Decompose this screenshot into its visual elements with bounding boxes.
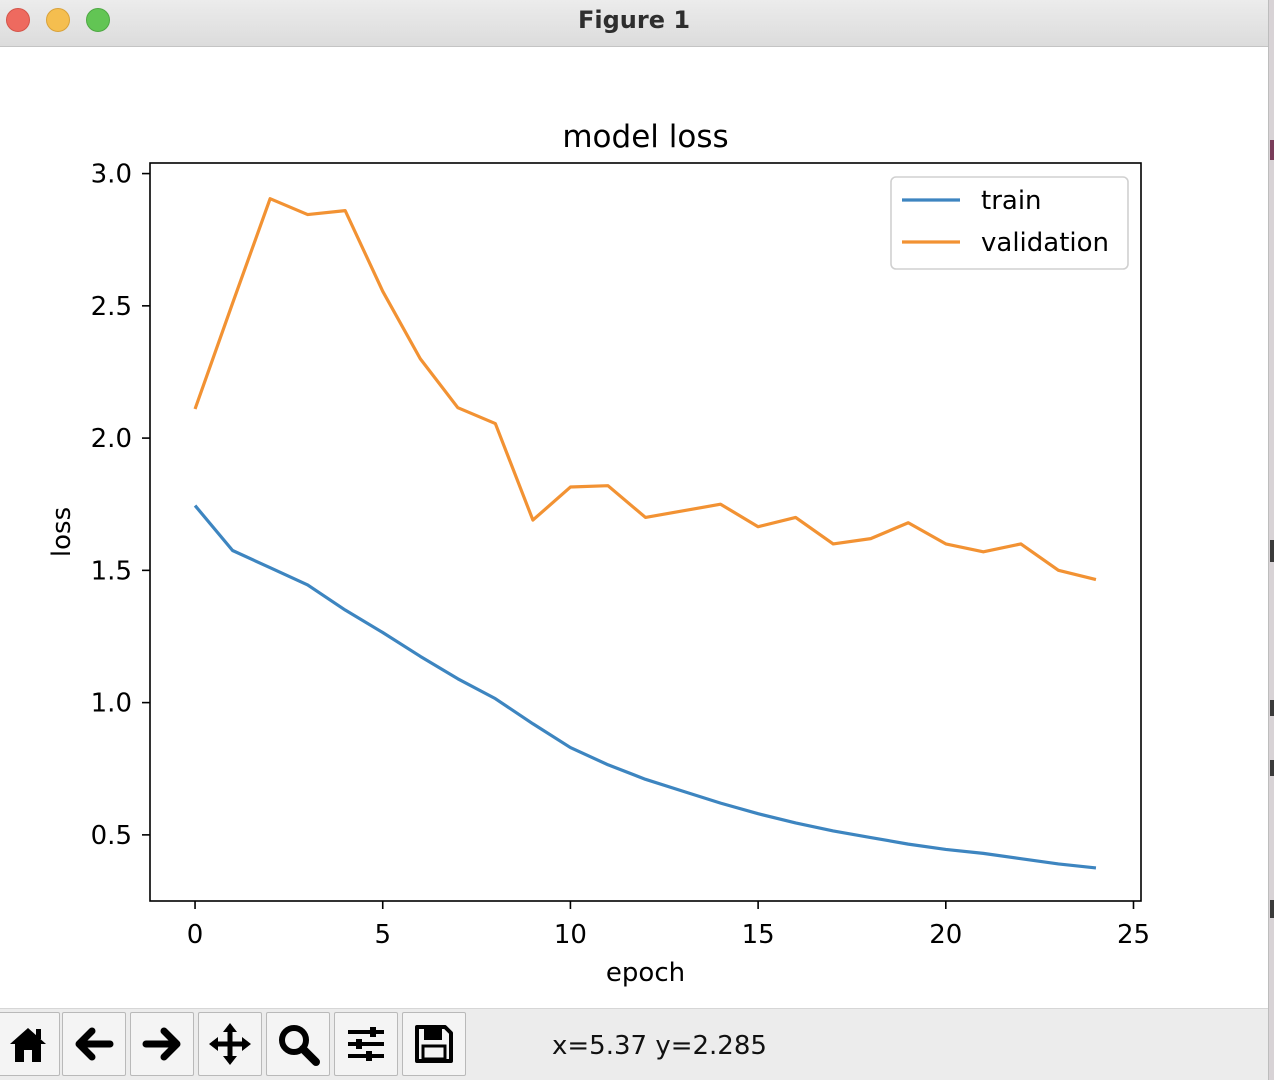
y-tick-label: 1.5 bbox=[91, 556, 132, 586]
background-window-edge bbox=[1270, 0, 1274, 1080]
window-title: Figure 1 bbox=[577, 6, 691, 34]
x-tick-label: 0 bbox=[187, 920, 204, 950]
zoom-button[interactable] bbox=[266, 1012, 330, 1076]
y-tick-label: 2.5 bbox=[91, 292, 132, 322]
axes-frame bbox=[149, 162, 1142, 902]
save-button[interactable] bbox=[402, 1012, 466, 1076]
figure-canvas[interactable]: model loss 0 5 10 15 20 25 0.5 1.0 1.5 2.0 2.5 3.0 ep… bbox=[0, 47, 1268, 1008]
back-arrow-icon bbox=[75, 1027, 114, 1061]
y-tick-label: 3.0 bbox=[91, 160, 132, 190]
configure-subplots-icon bbox=[348, 1027, 384, 1061]
line-chart: model loss 0 5 10 15 20 25 0.5 1.0 1.5 2.0 2.5 3.0 ep… bbox=[47, 119, 1150, 988]
minimize-window-button[interactable] bbox=[46, 8, 70, 32]
x-tick-label: 10 bbox=[554, 920, 587, 950]
x-tick-label: 25 bbox=[1117, 920, 1150, 950]
home-icon bbox=[10, 1028, 46, 1062]
navigation-toolbar: x=5.37 y=2.285 bbox=[0, 1008, 1268, 1080]
x-tick-label: 20 bbox=[929, 920, 962, 950]
series-line-validation bbox=[193, 197, 1097, 582]
x-tick-label: 15 bbox=[742, 920, 775, 950]
series-line-train bbox=[193, 504, 1097, 870]
y-axis-label: loss bbox=[47, 507, 77, 557]
back-button[interactable] bbox=[62, 1012, 126, 1076]
maximize-window-button[interactable] bbox=[86, 8, 110, 32]
cursor-coordinates: x=5.37 y=2.285 bbox=[552, 1031, 767, 1061]
configure-subplots-button[interactable] bbox=[334, 1012, 398, 1076]
x-tick-label: 5 bbox=[374, 920, 391, 950]
zoom-icon bbox=[279, 1025, 320, 1066]
y-tick-label: 2.0 bbox=[91, 424, 132, 454]
save-icon bbox=[415, 1025, 453, 1063]
forward-button[interactable] bbox=[130, 1012, 194, 1076]
y-tick-label: 0.5 bbox=[91, 821, 132, 851]
chart-title: model loss bbox=[562, 119, 728, 155]
y-tick-label: 1.0 bbox=[91, 689, 132, 719]
pan-button[interactable] bbox=[198, 1012, 262, 1076]
x-axis-label: epoch bbox=[606, 958, 685, 988]
forward-arrow-icon bbox=[142, 1027, 181, 1061]
title-bar[interactable]: Figure 1 bbox=[0, 0, 1268, 47]
pan-icon bbox=[209, 1023, 251, 1065]
legend-label-validation: validation bbox=[981, 228, 1109, 258]
close-window-button[interactable] bbox=[6, 8, 30, 32]
home-button[interactable] bbox=[0, 1012, 60, 1076]
legend-label-train: train bbox=[981, 186, 1042, 216]
